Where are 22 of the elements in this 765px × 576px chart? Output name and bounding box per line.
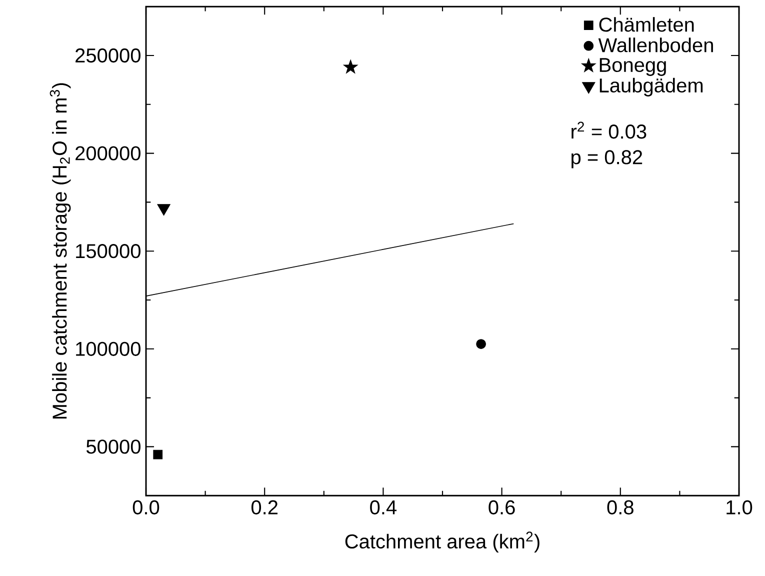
x-tick-label: 0.0: [132, 500, 160, 514]
y-tick-label: 50000: [86, 440, 140, 454]
x-tick-label: 0.4: [370, 500, 397, 514]
x-tick-label: 0.6: [488, 500, 515, 514]
legend-label: Laubgädem: [600, 78, 703, 96]
y-tick-label: 200000: [76, 146, 140, 160]
point: [343, 60, 358, 74]
x-tick-label: 0.8: [607, 500, 634, 514]
point: [476, 339, 486, 349]
annotation: r$^{2}$ = 0.03: [572, 122, 646, 139]
y-tick-label: 250000: [76, 48, 140, 63]
x-axis-title: Catchment area (km$^{2}$): [345, 532, 540, 553]
y-axis-title: Mobile catchment storage (H$_{2}$O in m$^{3}$): [50, 83, 71, 419]
y-tick-label: 150000: [76, 244, 140, 258]
legend-label: Wallenboden: [598, 38, 713, 52]
point: [153, 450, 163, 460]
x-tick-label: 1.0: [726, 500, 752, 514]
legend-label: Bonegg: [600, 58, 666, 76]
legend-label: Chämleten: [599, 17, 694, 32]
annotation: p = 0.82: [572, 150, 642, 168]
y-tick-label: 100000: [76, 342, 140, 356]
x-tick-label: 0.2: [251, 500, 278, 514]
